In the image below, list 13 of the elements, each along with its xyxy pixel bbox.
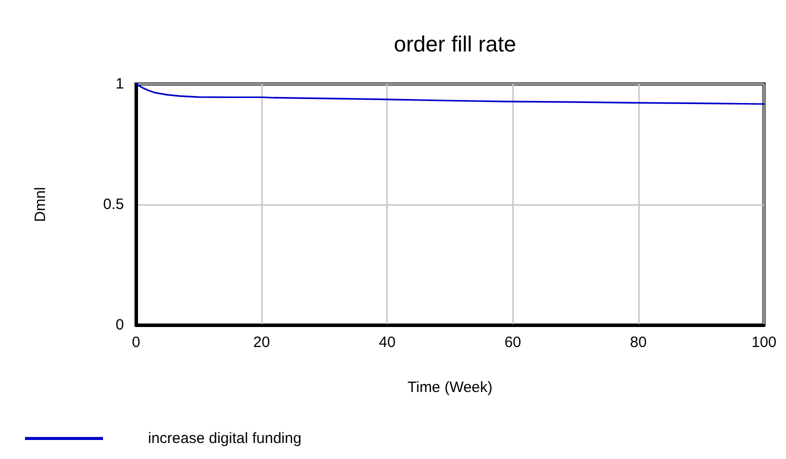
text: increase digital funding [148, 430, 302, 447]
chart-title: order fill rate [394, 32, 516, 56]
y-tick-label: 0 [116, 316, 124, 334]
x-tick-label: 60 [504, 334, 522, 351]
y-tick-label: 1 [116, 76, 124, 92]
y-axis-title: Dmnl [32, 186, 49, 222]
x-axis-title: Time (Week) [407, 379, 493, 396]
x-tick-label: 100 [751, 334, 777, 351]
y-tick-label: 0.5 [103, 196, 124, 213]
x-tick-label: 0 [132, 334, 140, 351]
x-tick-label: 40 [378, 334, 396, 351]
x-tick-label: 80 [630, 334, 647, 351]
x-tick-label: 20 [253, 334, 270, 351]
